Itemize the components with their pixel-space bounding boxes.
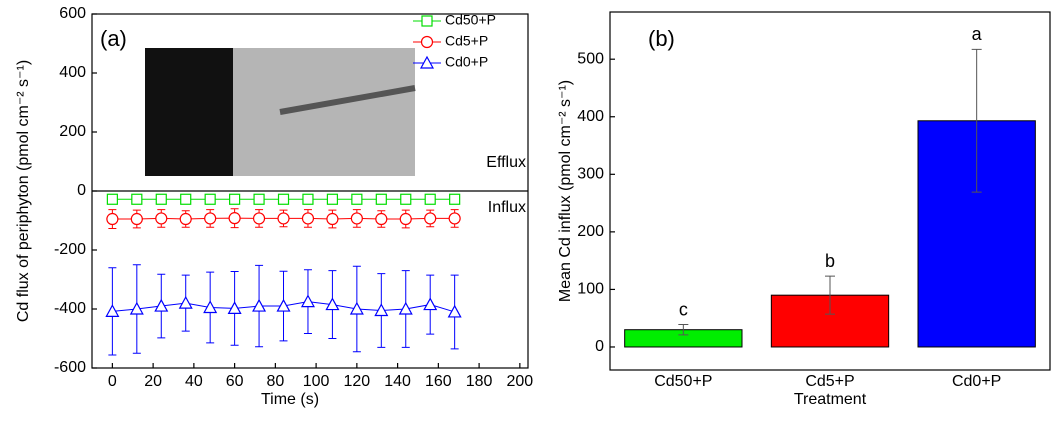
x-axis-label: Time (s) <box>261 391 319 408</box>
marker <box>301 212 315 225</box>
y-tick-label: -400 <box>54 300 86 317</box>
marker <box>447 304 462 318</box>
x-tick-label: 180 <box>466 373 493 390</box>
x-tick-label: 200 <box>506 373 533 390</box>
y-axis-label: Mean Cd influx (pmol cm⁻² s⁻¹) <box>557 80 574 302</box>
x-tick-label: 100 <box>303 373 330 390</box>
marker <box>375 212 388 226</box>
legend-marker <box>419 55 435 69</box>
marker <box>276 298 291 312</box>
x-tick-label: 40 <box>185 373 203 390</box>
marker <box>180 193 192 205</box>
marker <box>106 212 119 226</box>
marker <box>130 212 143 226</box>
y-tick-label: -200 <box>54 241 86 258</box>
marker <box>228 212 241 225</box>
panel-label: (b) <box>648 26 675 51</box>
marker <box>155 212 168 225</box>
marker <box>204 193 216 205</box>
x-axis-label: Treatment <box>794 391 867 408</box>
legend-marker <box>420 35 434 49</box>
significance-letter: a <box>972 24 983 44</box>
marker <box>252 212 266 225</box>
marker <box>227 301 242 315</box>
marker <box>326 193 339 205</box>
significance-letter: c <box>679 299 688 319</box>
error-bar <box>971 48 982 193</box>
y-tick-label: 200 <box>59 123 86 140</box>
x-tick-label: Cd5+P <box>805 373 854 390</box>
plot-frame <box>609 11 1051 371</box>
marker <box>398 301 413 315</box>
marker <box>129 301 144 315</box>
marker <box>252 298 267 312</box>
marker <box>349 301 364 315</box>
marker <box>449 193 461 205</box>
marker <box>229 193 241 205</box>
y-tick-label: 400 <box>59 64 86 81</box>
y-tick-label: 0 <box>77 182 86 199</box>
marker <box>424 193 436 205</box>
marker <box>374 303 389 317</box>
legend-label: Cd5+P <box>445 33 488 49</box>
marker <box>375 193 387 205</box>
y-tick-label: 100 <box>577 281 604 298</box>
marker <box>179 212 192 226</box>
marker <box>178 295 193 309</box>
marker <box>131 193 143 205</box>
inset-dark <box>145 48 233 176</box>
error-bar <box>678 324 689 336</box>
y-tick-label: 200 <box>577 223 604 240</box>
x-tick-label: 0 <box>108 373 117 390</box>
marker <box>400 193 412 205</box>
y-tick-label: 0 <box>595 338 604 355</box>
marker <box>424 212 437 225</box>
marker <box>326 212 339 226</box>
significance-letter: b <box>825 251 835 271</box>
x-tick-label: Cd50+P <box>654 373 712 390</box>
legend-marker <box>421 15 433 27</box>
marker <box>203 300 218 314</box>
x-tick-label: 160 <box>425 373 452 390</box>
legend-label: Cd50+P <box>445 12 496 28</box>
y-tick-label: 600 <box>59 5 86 22</box>
marker <box>105 304 120 317</box>
x-tick-label: 140 <box>384 373 411 390</box>
x-tick-label: 120 <box>344 373 371 390</box>
x-tick-label: 20 <box>144 373 162 390</box>
marker <box>277 193 290 205</box>
y-axis-label: Cd flux of periphyton (pmol cm⁻² s⁻¹) <box>15 60 32 322</box>
y-tick-label: 400 <box>577 108 604 125</box>
marker <box>106 193 118 205</box>
marker <box>154 298 169 312</box>
y-tick-label: 300 <box>577 166 604 183</box>
marker <box>277 212 290 225</box>
marker <box>399 212 412 226</box>
marker <box>350 212 363 225</box>
y-tick-label: 500 <box>577 50 604 67</box>
marker <box>423 297 438 311</box>
x-tick-label: Cd0+P <box>952 373 1001 390</box>
error-bar <box>825 275 835 315</box>
marker <box>325 297 340 311</box>
y-tick-label: -600 <box>54 359 86 376</box>
legend-label: Cd0+P <box>445 54 488 70</box>
marker <box>300 294 315 308</box>
marker <box>155 193 167 205</box>
x-tick-label: 80 <box>266 373 284 390</box>
marker <box>351 193 363 205</box>
inset-probe <box>279 85 416 115</box>
panel-label: (a) <box>100 26 127 51</box>
marker <box>302 193 314 205</box>
marker <box>253 193 265 205</box>
marker <box>204 212 217 225</box>
annotation: Influx <box>488 199 526 216</box>
marker <box>448 212 461 225</box>
annotation: Efflux <box>486 154 526 171</box>
x-tick-label: 60 <box>226 373 244 390</box>
